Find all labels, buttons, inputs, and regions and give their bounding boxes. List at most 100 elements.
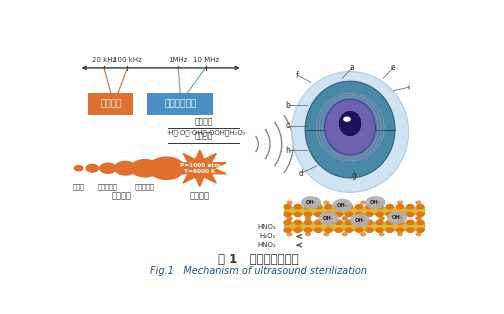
Circle shape [287, 233, 292, 236]
Circle shape [304, 220, 311, 225]
Circle shape [397, 228, 404, 232]
Circle shape [294, 220, 301, 225]
Circle shape [325, 228, 332, 232]
Circle shape [366, 212, 373, 217]
Circle shape [345, 228, 352, 232]
Text: Fig.1   Mechanism of ultrasound sterilization: Fig.1 Mechanism of ultrasound sterilizat… [150, 267, 367, 277]
Circle shape [345, 212, 352, 217]
Circle shape [287, 217, 292, 220]
Text: g: g [352, 171, 356, 180]
Text: 微爆效应: 微爆效应 [195, 132, 213, 140]
Circle shape [302, 197, 321, 208]
Circle shape [366, 228, 373, 232]
Circle shape [416, 201, 421, 204]
Ellipse shape [291, 72, 409, 192]
Circle shape [356, 220, 362, 225]
Text: P=1000 atm: P=1000 atm [179, 163, 220, 168]
Text: 瞬间空化: 瞬间空化 [111, 192, 132, 201]
Circle shape [305, 217, 310, 220]
Circle shape [294, 212, 301, 217]
Text: HNO₂: HNO₂ [257, 225, 276, 230]
Text: 周期性伸缩: 周期性伸缩 [98, 183, 118, 190]
Text: OH·: OH· [392, 215, 402, 220]
Circle shape [324, 233, 329, 236]
Circle shape [386, 204, 393, 209]
Circle shape [314, 228, 322, 232]
Circle shape [398, 217, 402, 220]
Circle shape [407, 212, 414, 217]
FancyBboxPatch shape [147, 93, 213, 115]
Circle shape [284, 228, 291, 232]
Circle shape [86, 164, 99, 172]
Circle shape [325, 212, 332, 217]
Circle shape [407, 204, 414, 209]
Circle shape [417, 220, 424, 225]
Circle shape [304, 204, 311, 209]
Circle shape [417, 228, 424, 232]
Text: h: h [285, 146, 290, 154]
Text: OH·: OH· [354, 218, 365, 223]
Circle shape [416, 217, 421, 220]
Circle shape [397, 212, 404, 217]
Ellipse shape [305, 81, 395, 178]
Text: 图 1   超声波灭菌机制: 图 1 超声波灭菌机制 [218, 253, 298, 266]
Circle shape [100, 163, 116, 173]
Circle shape [416, 217, 421, 220]
Circle shape [380, 201, 384, 204]
Circle shape [284, 220, 291, 225]
Circle shape [380, 217, 384, 220]
Circle shape [380, 217, 384, 220]
Circle shape [416, 233, 421, 236]
Circle shape [345, 204, 352, 209]
Circle shape [366, 197, 385, 208]
Circle shape [417, 212, 424, 217]
Circle shape [386, 212, 393, 217]
Circle shape [305, 217, 310, 220]
Circle shape [319, 213, 338, 224]
Circle shape [304, 228, 311, 232]
Circle shape [386, 220, 393, 225]
Circle shape [149, 157, 184, 179]
Text: H₂O₂: H₂O₂ [260, 233, 276, 239]
Circle shape [345, 220, 352, 225]
Circle shape [324, 201, 329, 204]
Text: b: b [285, 101, 290, 110]
Circle shape [344, 117, 350, 121]
Circle shape [380, 233, 384, 236]
Text: ·H、·O、·OH、·OOH、H₂O₂: ·H、·O、·OH、·OOH、H₂O₂ [166, 130, 246, 137]
Circle shape [284, 212, 291, 217]
Text: T=6000 K: T=6000 K [184, 169, 216, 174]
Circle shape [342, 233, 347, 236]
Text: e: e [391, 63, 395, 73]
Circle shape [305, 233, 310, 236]
Circle shape [314, 212, 322, 217]
Circle shape [325, 220, 332, 225]
Circle shape [366, 220, 373, 225]
Circle shape [314, 220, 322, 225]
Circle shape [398, 201, 402, 204]
Circle shape [284, 204, 291, 209]
Circle shape [324, 217, 329, 220]
Circle shape [114, 161, 137, 175]
Ellipse shape [325, 99, 375, 155]
Text: c: c [286, 122, 290, 130]
Circle shape [386, 228, 393, 232]
Circle shape [342, 217, 347, 220]
Circle shape [287, 201, 292, 204]
Circle shape [398, 233, 402, 236]
Circle shape [287, 217, 292, 220]
Text: d: d [299, 169, 304, 178]
Circle shape [398, 217, 402, 220]
Polygon shape [173, 150, 226, 187]
Circle shape [407, 228, 414, 232]
Text: 20 kHz: 20 kHz [92, 57, 116, 63]
Circle shape [335, 212, 342, 217]
Text: 微气泡: 微气泡 [73, 183, 85, 190]
Circle shape [361, 217, 365, 220]
Circle shape [305, 201, 310, 204]
Circle shape [376, 212, 383, 217]
FancyBboxPatch shape [88, 93, 133, 115]
Circle shape [294, 228, 301, 232]
Circle shape [342, 201, 347, 204]
Text: HNO₂: HNO₂ [257, 242, 276, 248]
